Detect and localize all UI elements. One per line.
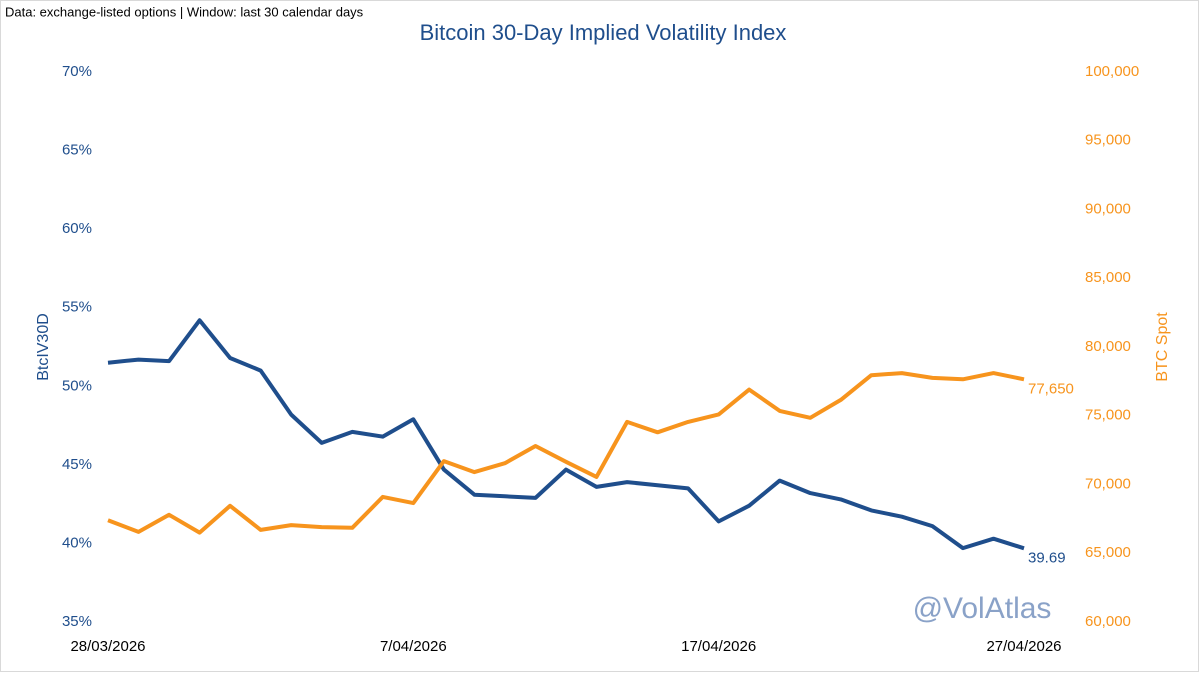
y-tick-label: 65% <box>62 142 92 159</box>
y-tick-label: 55% <box>62 299 92 316</box>
y-tick-label: 45% <box>62 456 92 473</box>
series-line <box>107 318 1025 551</box>
y2-tick-label: 60,000 <box>1085 613 1131 630</box>
x-tick-label: 27/04/2026 <box>986 638 1061 655</box>
y2-axis-title: BTC Spot <box>1154 312 1171 382</box>
x-tick-label: 7/04/2026 <box>380 638 447 655</box>
y-tick-label: 70% <box>62 63 92 80</box>
series-line <box>107 371 1025 535</box>
chart-title: Bitcoin 30-Day Implied Volatility Index <box>420 20 787 45</box>
y2-tick-label: 80,000 <box>1085 338 1131 355</box>
x-tick-label: 17/04/2026 <box>681 638 756 655</box>
data-label: 77,650 <box>1028 380 1074 397</box>
y2-tick-label: 65,000 <box>1085 544 1131 561</box>
y2-tick-label: 75,000 <box>1085 407 1131 424</box>
y-tick-label: 50% <box>62 377 92 394</box>
y2-tick-label: 70,000 <box>1085 475 1131 492</box>
y2-tick-label: 90,000 <box>1085 200 1131 217</box>
y2-tick-label: 95,000 <box>1085 132 1131 149</box>
watermark: @VolAtlas <box>913 592 1052 625</box>
x-tick-label: 28/03/2026 <box>70 638 145 655</box>
y-tick-label: 35% <box>62 613 92 630</box>
y2-tick-label: 85,000 <box>1085 269 1131 286</box>
y-tick-label: 60% <box>62 220 92 237</box>
y-axis-title: BtcIV30D <box>35 313 52 381</box>
data-label: 39.69 <box>1028 549 1066 566</box>
y-tick-label: 40% <box>62 534 92 551</box>
y2-tick-label: 100,000 <box>1085 63 1139 80</box>
source-note: Data: exchange-listed options | Window: … <box>5 4 364 19</box>
